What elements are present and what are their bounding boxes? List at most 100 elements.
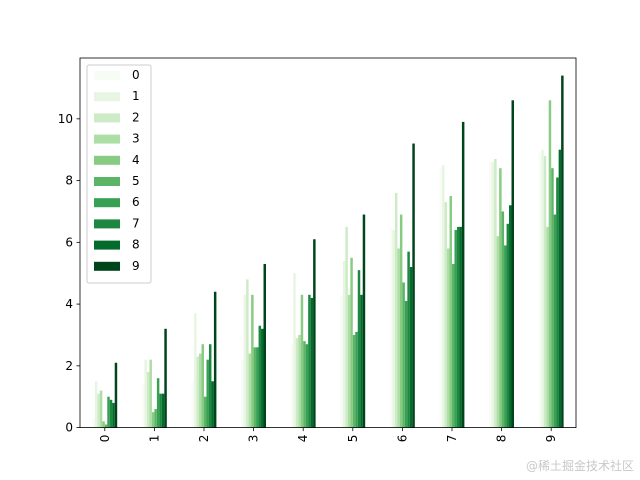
y-tick-label: 0	[65, 421, 73, 435]
x-tick-label: 6	[395, 435, 409, 443]
plot-frame	[79, 57, 577, 429]
bar-series-2-cat-9	[543, 155, 547, 428]
bar-series-6-cat-8	[504, 245, 507, 428]
bar-series-3-cat-0	[99, 390, 103, 428]
bar-series-5-cat-0	[104, 424, 108, 428]
bar-series-5-cat-4	[303, 341, 306, 428]
bar-series-1-cat-7	[442, 165, 445, 428]
legend-label: 7	[132, 216, 140, 230]
bar-series-3-cat-8	[496, 236, 500, 428]
legend-label: 9	[132, 259, 140, 273]
bar-series-2-cat-7	[444, 202, 448, 428]
bar-series-4-cat-8	[499, 168, 502, 428]
bar-series-2-cat-0	[97, 393, 100, 428]
bar-series-4-cat-4	[300, 294, 304, 428]
bar-series-4-cat-0	[102, 421, 105, 428]
legend-label: 3	[132, 132, 140, 146]
legend-label: 5	[132, 174, 140, 188]
y-axis: 0 2 4 6 8 10	[58, 112, 80, 435]
bar-series-9-cat-2	[213, 291, 217, 428]
bar-series-4-cat-7	[449, 196, 452, 428]
bar-series-9-cat-5	[362, 214, 366, 428]
legend-swatch	[94, 92, 120, 102]
bar-series-8-cat-9	[558, 149, 562, 428]
bar-series-7-cat-9	[556, 177, 559, 428]
legend-label: 6	[132, 195, 140, 209]
legend-swatch	[94, 71, 120, 80]
legend-swatch	[94, 198, 120, 208]
bar-series-6-cat-9	[553, 214, 557, 428]
bar-series-5-cat-2	[204, 396, 207, 428]
bar-series-2-cat-1	[146, 372, 150, 428]
bar-series-9-cat-3	[263, 263, 266, 428]
bar-series-3-cat-6	[397, 248, 400, 428]
bar-series-7-cat-3	[258, 325, 262, 428]
bar-series-5-cat-7	[452, 263, 455, 428]
legend-swatch	[94, 113, 120, 123]
bar-series-7-cat-6	[407, 251, 410, 428]
bar-series-9-cat-6	[412, 143, 415, 428]
bar-series-0-cat-8	[489, 162, 492, 428]
bar-series-8-cat-7	[459, 226, 462, 428]
watermark-text: @稀土掘金技术社区	[525, 459, 634, 473]
bar-series-6-cat-4	[305, 344, 309, 428]
bar-series-9-cat-9	[561, 75, 564, 428]
bar-series-1-cat-6	[392, 229, 395, 428]
bar-series-4-cat-3	[251, 294, 254, 428]
bar-series-1-cat-4	[293, 273, 296, 428]
bar-series-8-cat-5	[360, 294, 363, 428]
bar-series-6-cat-5	[355, 331, 358, 428]
bar-series-8-cat-2	[211, 381, 214, 428]
bar-series-7-cat-2	[208, 344, 212, 428]
bar-series-2-cat-6	[394, 192, 398, 428]
bar-series-6-cat-1	[156, 378, 160, 428]
bar-series-7-cat-0	[109, 399, 113, 428]
legend-label: 0	[132, 68, 140, 82]
bar-series-7-cat-4	[308, 294, 311, 428]
bar-series-9-cat-7	[461, 121, 465, 428]
x-tick-label: 4	[296, 435, 310, 443]
bar-series-6-cat-6	[404, 301, 408, 428]
bar-series-1-cat-9	[541, 149, 544, 428]
bar-series-4-cat-9	[548, 100, 552, 428]
bar-series-7-cat-8	[506, 223, 510, 428]
bar-series-9-cat-8	[511, 100, 514, 428]
x-axis: 0 1 2 3 4 5 6 7 8 9	[98, 427, 558, 443]
bar-series-7-cat-1	[159, 393, 162, 428]
bar-series-1-cat-1	[144, 359, 147, 428]
bar-series-2-cat-5	[345, 226, 348, 428]
bar-series-4-cat-2	[201, 344, 204, 428]
bar-series-1-cat-2	[194, 313, 197, 428]
bar-series-3-cat-2	[199, 353, 202, 428]
bar-series-8-cat-8	[509, 205, 512, 428]
x-tick-label: 0	[98, 435, 112, 443]
bar-series-2-cat-4	[295, 338, 299, 428]
bar-series-8-cat-1	[161, 393, 165, 428]
bar-series-5-cat-3	[253, 347, 257, 428]
x-tick-label: 1	[147, 435, 161, 443]
bar-series-5-cat-8	[501, 211, 505, 428]
legend-swatch	[94, 134, 120, 144]
bar-series-3-cat-4	[298, 334, 301, 428]
x-tick-label: 8	[495, 435, 509, 443]
legend-swatch	[94, 240, 120, 250]
y-tick-label: 8	[65, 174, 73, 188]
bar-series-4-cat-5	[350, 257, 353, 428]
legend-label: 4	[132, 153, 140, 167]
bar-series-0-cat-6	[390, 226, 393, 428]
bar-series-0-cat-9	[538, 152, 542, 428]
bar-series-6-cat-2	[206, 359, 209, 428]
bar-series-3-cat-9	[546, 226, 549, 428]
legend-label: 8	[132, 238, 140, 252]
y-tick-label: 6	[65, 235, 73, 249]
bar-series-9-cat-4	[313, 239, 316, 428]
bar-series-8-cat-4	[310, 297, 314, 428]
bar-series-7-cat-5	[357, 270, 361, 428]
bar-series-1-cat-8	[491, 162, 495, 428]
legend-swatch	[94, 261, 120, 271]
bar-series-0-cat-0	[92, 418, 95, 428]
x-tick-label: 3	[247, 435, 261, 443]
legend-swatch	[94, 219, 120, 229]
legend-label: 1	[132, 89, 140, 103]
